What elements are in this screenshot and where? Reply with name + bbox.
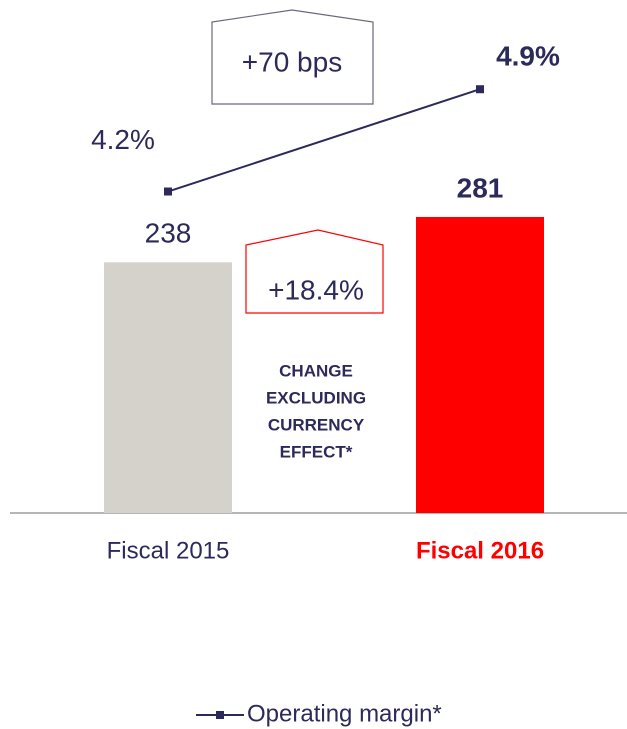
legend-label: Operating margin* xyxy=(247,700,442,727)
note: CURRENCY xyxy=(268,415,365,434)
line xyxy=(167,88,481,193)
x-tick-label: Fiscal 2015 xyxy=(107,537,230,564)
annotation: +18.4% xyxy=(268,274,364,305)
annotation-box xyxy=(211,9,374,105)
data-label: 4.9% xyxy=(496,41,560,72)
legend-marker xyxy=(216,711,224,719)
annotation: +70 bps xyxy=(242,46,342,77)
note: EXCLUDING xyxy=(266,388,366,407)
bar xyxy=(416,216,544,513)
data-label: 4.2% xyxy=(91,124,155,155)
line-marker xyxy=(164,187,172,196)
bar xyxy=(104,262,232,513)
note: CHANGE xyxy=(279,361,353,380)
data-label: 281 xyxy=(457,172,504,203)
x-tick-label: Fiscal 2016 xyxy=(416,537,544,564)
annotation-box xyxy=(245,229,384,314)
line-marker xyxy=(476,85,484,94)
note: EFFECT* xyxy=(280,442,353,461)
data-label: 238 xyxy=(145,218,192,249)
